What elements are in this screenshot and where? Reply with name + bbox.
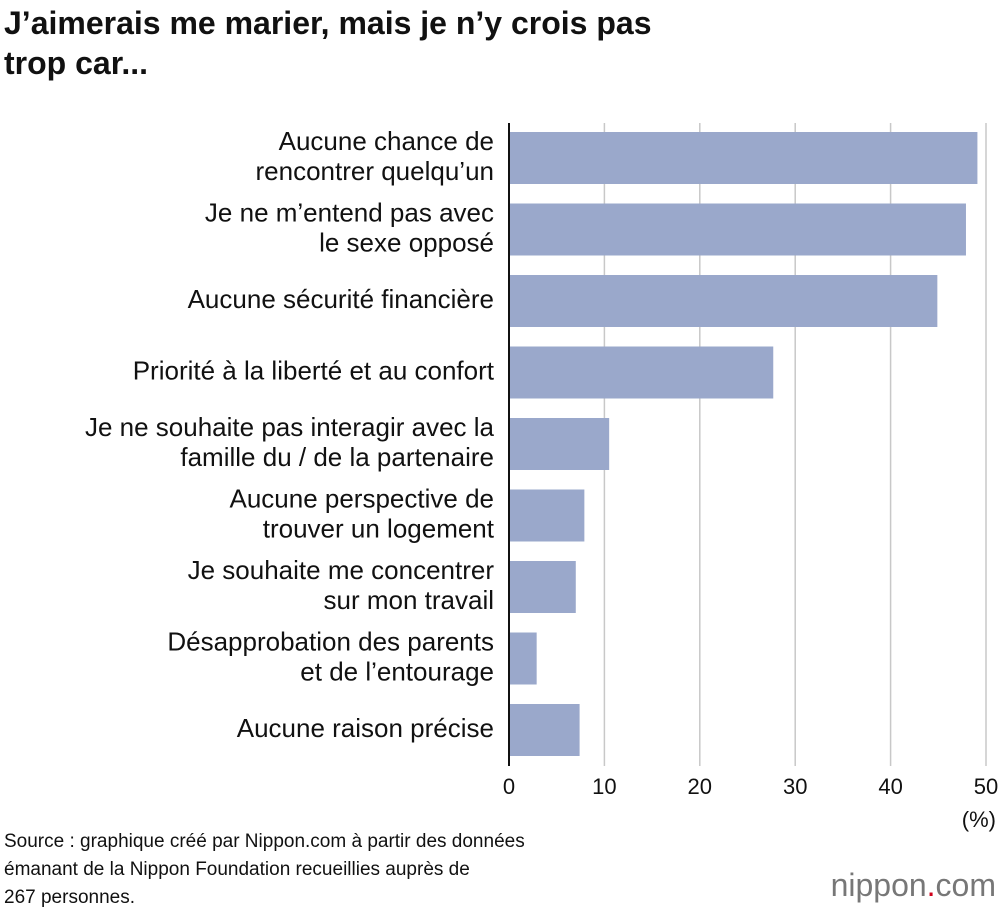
category-label: Désapprobation des parents et de l’entour… — [167, 626, 494, 686]
source-note: Source : graphique créé par Nippon.com à… — [4, 831, 525, 908]
bar — [509, 346, 774, 399]
x-tick-label: 30 — [783, 774, 807, 799]
bar — [509, 275, 938, 327]
bar — [509, 203, 966, 256]
bar — [509, 561, 576, 613]
category-label: Je ne souhaite pas interagir avec la fami… — [85, 412, 495, 472]
x-tick-label: 40 — [878, 774, 902, 799]
category-label: Aucune chance de rencontrer quelqu’un — [256, 126, 495, 186]
bar — [509, 704, 580, 756]
x-tick-label: 50 — [974, 774, 998, 799]
x-tick-label: 0 — [503, 774, 515, 799]
bar — [509, 489, 585, 542]
x-axis-label: (%) — [962, 807, 996, 832]
category-label: Je souhaite me concentrer sur mon travail — [188, 555, 495, 615]
chart-title: J’aimerais me marier, mais je n’y crois … — [4, 5, 652, 81]
x-tick-label: 10 — [592, 774, 616, 799]
bar — [509, 632, 537, 685]
bar — [509, 132, 978, 184]
bar — [509, 418, 610, 470]
category-label: Priorité à la liberté et au confort — [133, 355, 495, 385]
logo: nippon.com — [831, 867, 996, 903]
category-label: Je ne m’entend pas avec le sexe opposé — [205, 197, 494, 257]
category-label: Aucune sécurité financière — [188, 284, 494, 314]
x-tick-label: 20 — [688, 774, 712, 799]
category-label: Aucune perspective de trouver un logement — [229, 483, 494, 543]
category-label: Aucune raison précise — [237, 713, 494, 743]
